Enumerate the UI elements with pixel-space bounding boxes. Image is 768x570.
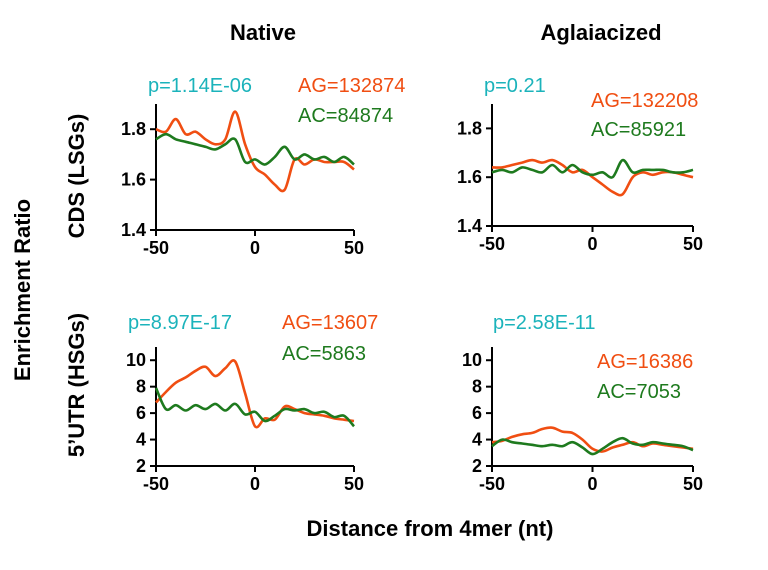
x-tick-label: -50 (479, 234, 505, 254)
panel-native-cds: 1.4 1.6 1.8 -50 0 50 p=1.14E-06 AG=132874 AC=848… (121, 75, 405, 258)
p-value-label: p=0.21 (484, 75, 546, 97)
x-tick-label: 0 (250, 474, 260, 494)
series-line-ac (491, 436, 694, 456)
x-axis-label: Distance from 4mer (nt) (307, 516, 554, 541)
series-line-ag (155, 110, 355, 193)
col-title-aglaiacized: Aglaiacized (540, 20, 661, 45)
row-title-utr: 5’UTR (HSGs) (64, 313, 89, 457)
series-line-ac (491, 158, 694, 179)
count-label-ag: AG=13607 (282, 312, 378, 334)
p-value-label: p=8.97E-17 (128, 312, 232, 334)
x-tick-label: 50 (344, 474, 364, 494)
y-tick-label: 2 (472, 456, 482, 476)
x-tick-label: 0 (587, 234, 597, 254)
y-tick-label: 2 (136, 456, 146, 476)
x-tick-label: 50 (683, 234, 703, 254)
y-tick-label: 1.4 (457, 216, 482, 236)
col-title-native: Native (230, 20, 296, 45)
y-tick-label: 1.6 (457, 167, 482, 187)
count-label-ag: AG=132208 (591, 90, 698, 112)
count-label-ac: AC=7053 (597, 381, 681, 403)
y-tick-label: 8 (136, 377, 146, 397)
y-tick-label: 4 (136, 430, 146, 450)
x-tick-label: 0 (250, 238, 260, 258)
y-tick-label: 1.8 (121, 119, 146, 139)
y-tick-label: 6 (472, 403, 482, 423)
count-label-ac: AC=84874 (298, 105, 393, 127)
count-label-ag: AG=16386 (597, 351, 693, 373)
y-tick-label: 1.6 (121, 170, 146, 190)
y-tick-label: 1.8 (457, 118, 482, 138)
y-tick-label: 10 (126, 350, 146, 370)
y-tick-label: 6 (136, 403, 146, 423)
count-label-ac: AC=5863 (282, 343, 366, 365)
x-tick-label: 50 (683, 474, 703, 494)
panel-native-utr: 2 4 6 8 10 -50 0 50 p=8.97E-17 AG=13607 AC=5863 (126, 312, 378, 494)
x-tick-label: 0 (587, 474, 597, 494)
row-title-cds: CDS (LSGs) (64, 114, 89, 239)
series-line-ac (154, 387, 355, 428)
count-label-ac: AC=85921 (591, 119, 686, 141)
x-tick-label: -50 (143, 474, 169, 494)
y-axis-label: Enrichment Ratio (10, 199, 35, 381)
x-tick-label: 50 (344, 238, 364, 258)
p-value-label: p=1.14E-06 (148, 75, 252, 97)
p-value-label: p=2.58E-11 (493, 312, 596, 334)
y-tick-label: 10 (462, 350, 482, 370)
x-tick-label: -50 (143, 238, 169, 258)
y-tick-label: 8 (472, 377, 482, 397)
panel-aglaia-cds: 1.4 1.6 1.8 -50 0 50 p=0.21 AG=132208 AC=85921 (457, 75, 703, 254)
series-line-ag (491, 426, 694, 453)
y-tick-label: 4 (472, 430, 482, 450)
y-tick-label: 1.4 (121, 220, 146, 240)
series-line-ag (155, 359, 355, 429)
series-line-ac (155, 132, 355, 166)
series-line-ag (491, 158, 694, 197)
count-label-ag: AG=132874 (298, 75, 405, 97)
x-tick-label: -50 (479, 474, 505, 494)
